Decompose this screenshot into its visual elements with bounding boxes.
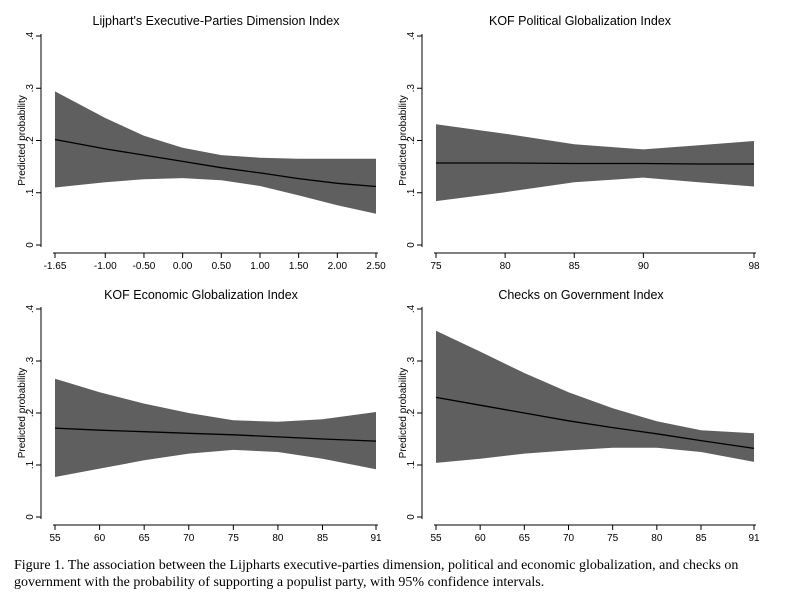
x-tick-label: 70 (183, 533, 195, 544)
predicted-line (54, 138, 377, 188)
y-tick-label: .2 (406, 408, 417, 417)
y-axis-title: Predicted probability (398, 368, 409, 459)
x-tick-label: 0.50 (212, 261, 232, 272)
x-tick-label: 91 (370, 533, 382, 544)
panel-title: Checks on Government Index (498, 288, 664, 302)
x-tick-label: 55 (430, 533, 442, 544)
predicted-line (54, 427, 377, 442)
chart-panel-4: 0 .1 .2 .3 .4 55 60 65 70 75 80 85 91 Predicted proba… (398, 288, 760, 544)
y-axis-title: Predicted probability (398, 95, 409, 186)
x-tick-label: 1.50 (289, 261, 309, 272)
x-tick-label: 0.00 (173, 261, 193, 272)
chart-panel-2: 0 .1 .2 .3 .4 75 80 85 90 98 Predicted probability… (398, 14, 760, 272)
x-tick-label: 90 (638, 261, 650, 272)
y-tick-label: .3 (406, 84, 417, 93)
chart-panel-1: 0 .1 .2 .3 .4 -1.65 -1.00 -0.50 0.00 0.50 1.00 1.50… (17, 14, 386, 272)
panel-title: Lijphart's Executive-Parties Dimension I… (93, 14, 341, 28)
x-tick-label: 75 (228, 533, 240, 544)
y-tick-label: .2 (406, 136, 417, 145)
y-tick-label: .3 (25, 356, 36, 365)
y-tick-label: .3 (406, 356, 417, 365)
x-tick-label: 80 (651, 533, 663, 544)
panel-title: KOF Political Globalization Index (489, 14, 672, 28)
y-tick-label: .4 (406, 31, 417, 40)
y-axis-title: Predicted probability (17, 368, 28, 459)
x-tick-label: 1.00 (250, 261, 270, 272)
x-tick-label: 2.50 (366, 261, 386, 272)
y-tick-label: .2 (25, 136, 36, 145)
predicted-line (435, 396, 755, 450)
y-tick-label: .4 (25, 31, 36, 40)
x-tick-label: -1.00 (94, 261, 117, 272)
x-tick-label: 2.00 (328, 261, 348, 272)
y-axis-title: Predicted probability (17, 95, 28, 186)
panel-title: KOF Economic Globalization Index (104, 288, 299, 302)
x-tick-label: 65 (139, 533, 151, 544)
x-tick-label: 55 (49, 533, 61, 544)
predicted-line (436, 162, 754, 165)
confidence-band (55, 91, 376, 214)
y-tick-label: 0 (406, 514, 417, 520)
y-tick-label: .1 (406, 188, 417, 197)
y-tick-label: .1 (25, 460, 36, 469)
x-tick-label: 70 (563, 533, 575, 544)
confidence-band (436, 330, 754, 463)
x-tick-label: 60 (475, 533, 487, 544)
x-tick-label: 60 (94, 533, 106, 544)
y-tick-label: 0 (25, 514, 36, 520)
x-tick-label: -1.65 (44, 261, 67, 272)
y-tick-label: .1 (25, 188, 36, 197)
figure: 0 .1 .2 .3 .4 -1.65 -1.00 -0.50 0.00 0.50 1.00 1.50… (17, 14, 760, 544)
x-tick-label: 80 (272, 533, 284, 544)
x-tick-label: 85 (317, 533, 329, 544)
x-tick-label: 91 (748, 533, 760, 544)
confidence-band (436, 124, 754, 202)
x-tick-label: 75 (430, 261, 442, 272)
x-tick-label: 65 (519, 533, 531, 544)
x-tick-label: -0.50 (133, 261, 156, 272)
y-tick-label: .1 (406, 460, 417, 469)
x-tick-label: 98 (748, 261, 760, 272)
y-tick-label: 0 (406, 242, 417, 248)
y-tick-label: .2 (25, 408, 36, 417)
x-tick-label: 80 (500, 261, 512, 272)
chart-panel-3: 0 .1 .2 .3 .4 55 60 65 70 75 80 85 91 Predicted proba… (17, 288, 382, 544)
figure-caption: Figure 1. The association between the Li… (14, 558, 739, 590)
y-tick-label: .3 (25, 84, 36, 93)
y-tick-label: .4 (25, 304, 36, 313)
x-tick-label: 85 (569, 261, 581, 272)
x-tick-label: 75 (607, 533, 619, 544)
y-tick-label: 0 (25, 242, 36, 248)
confidence-band (55, 378, 376, 477)
x-tick-label: 85 (695, 533, 707, 544)
y-tick-label: .4 (406, 304, 417, 313)
